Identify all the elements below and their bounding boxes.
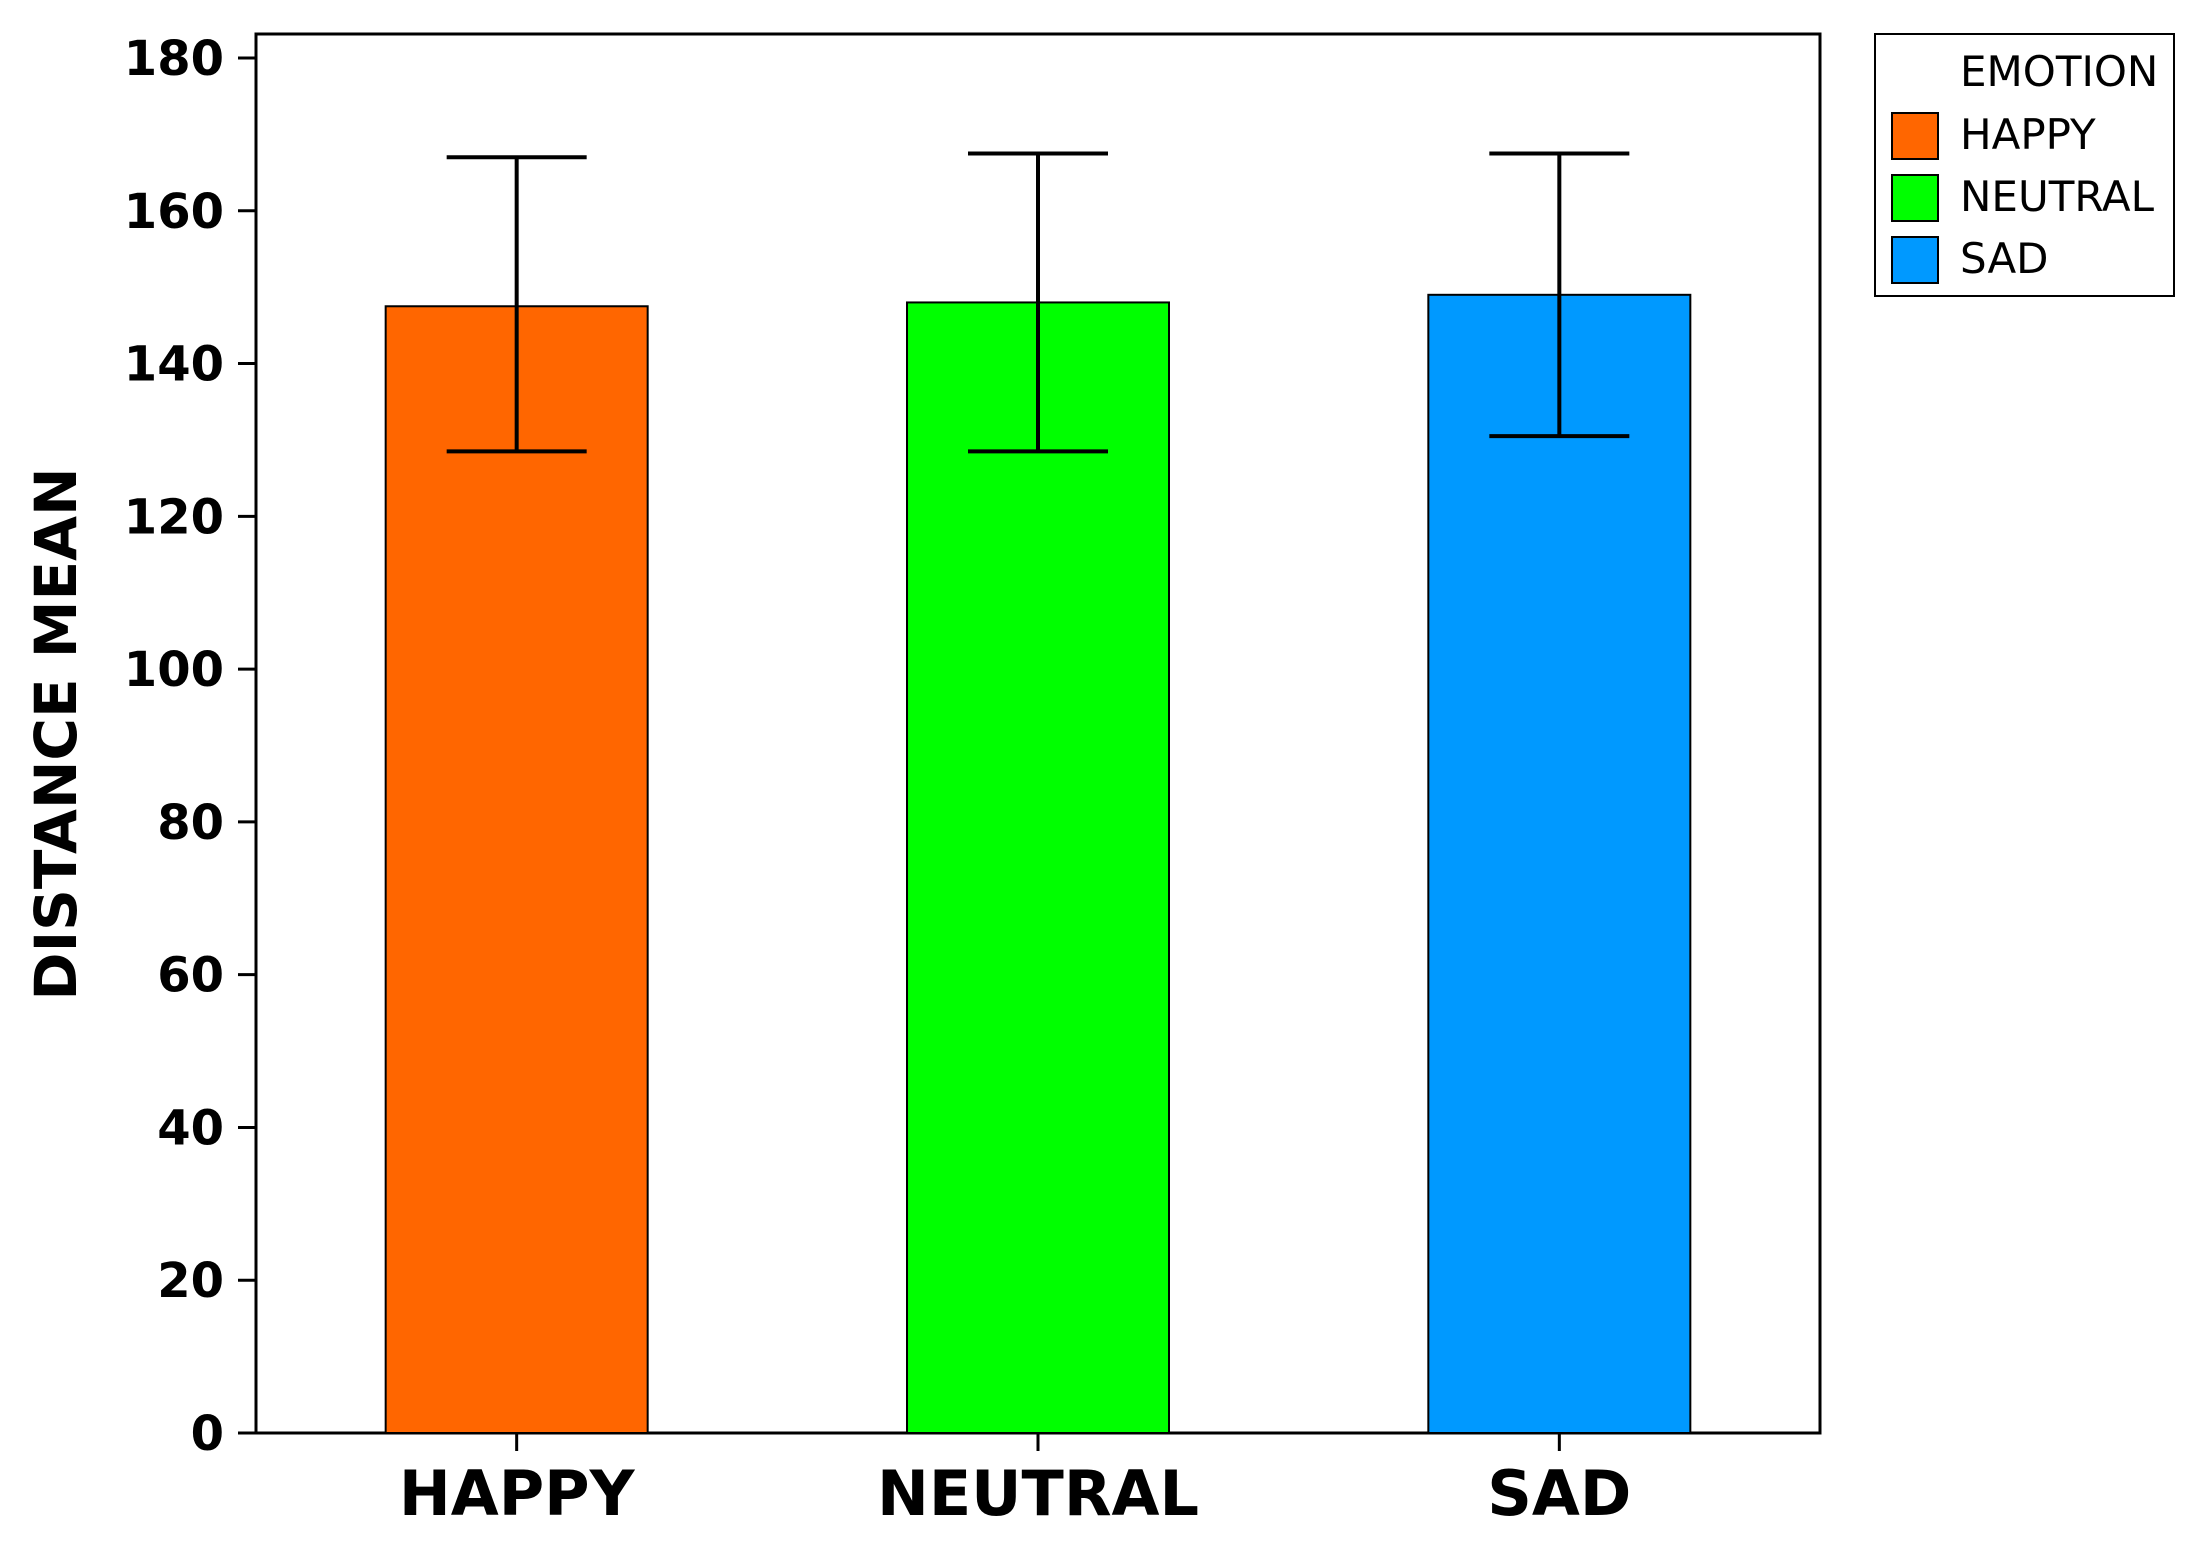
legend-title: EMOTION <box>1960 47 2158 96</box>
bar-sad <box>1427 293 1692 1434</box>
y-axis: 0 20 40 60 80 100 120 140 160 180 <box>124 31 256 1462</box>
y-axis-title: DISTANCE MEAN <box>22 467 90 1000</box>
bar-happy <box>384 305 649 1434</box>
legend-swatch-happy <box>1891 112 1939 160</box>
y-tick-label: 180 <box>124 31 224 87</box>
legend-label-sad: SAD <box>1960 234 2049 283</box>
legend-label-neutral: NEUTRAL <box>1960 172 2155 221</box>
y-tick-label: 60 <box>157 948 224 1004</box>
y-tick-label: 0 <box>191 1406 224 1462</box>
y-tick-label: 40 <box>157 1100 224 1156</box>
legend-swatch-neutral <box>1891 174 1939 222</box>
y-tick-label: 20 <box>157 1253 224 1309</box>
error-bars <box>446 151 1630 454</box>
x-tick-label: SAD <box>1487 1457 1631 1530</box>
bars <box>384 293 1692 1434</box>
x-axis: HAPPY NEUTRAL SAD <box>399 1433 1631 1530</box>
y-tick-label: 140 <box>124 337 224 393</box>
bar-neutral <box>906 301 1170 1434</box>
y-tick-label: 120 <box>124 489 224 545</box>
x-tick-label: NEUTRAL <box>877 1457 1199 1530</box>
legend-swatch-sad <box>1891 236 1939 284</box>
y-tick-label: 80 <box>157 795 224 851</box>
legend: EMOTION HAPPY NEUTRAL SAD <box>1874 33 2175 297</box>
y-tick-label: 160 <box>124 184 224 240</box>
legend-label-happy: HAPPY <box>1960 110 2096 159</box>
y-tick-label: 100 <box>124 642 224 698</box>
x-tick-label: HAPPY <box>399 1457 636 1530</box>
